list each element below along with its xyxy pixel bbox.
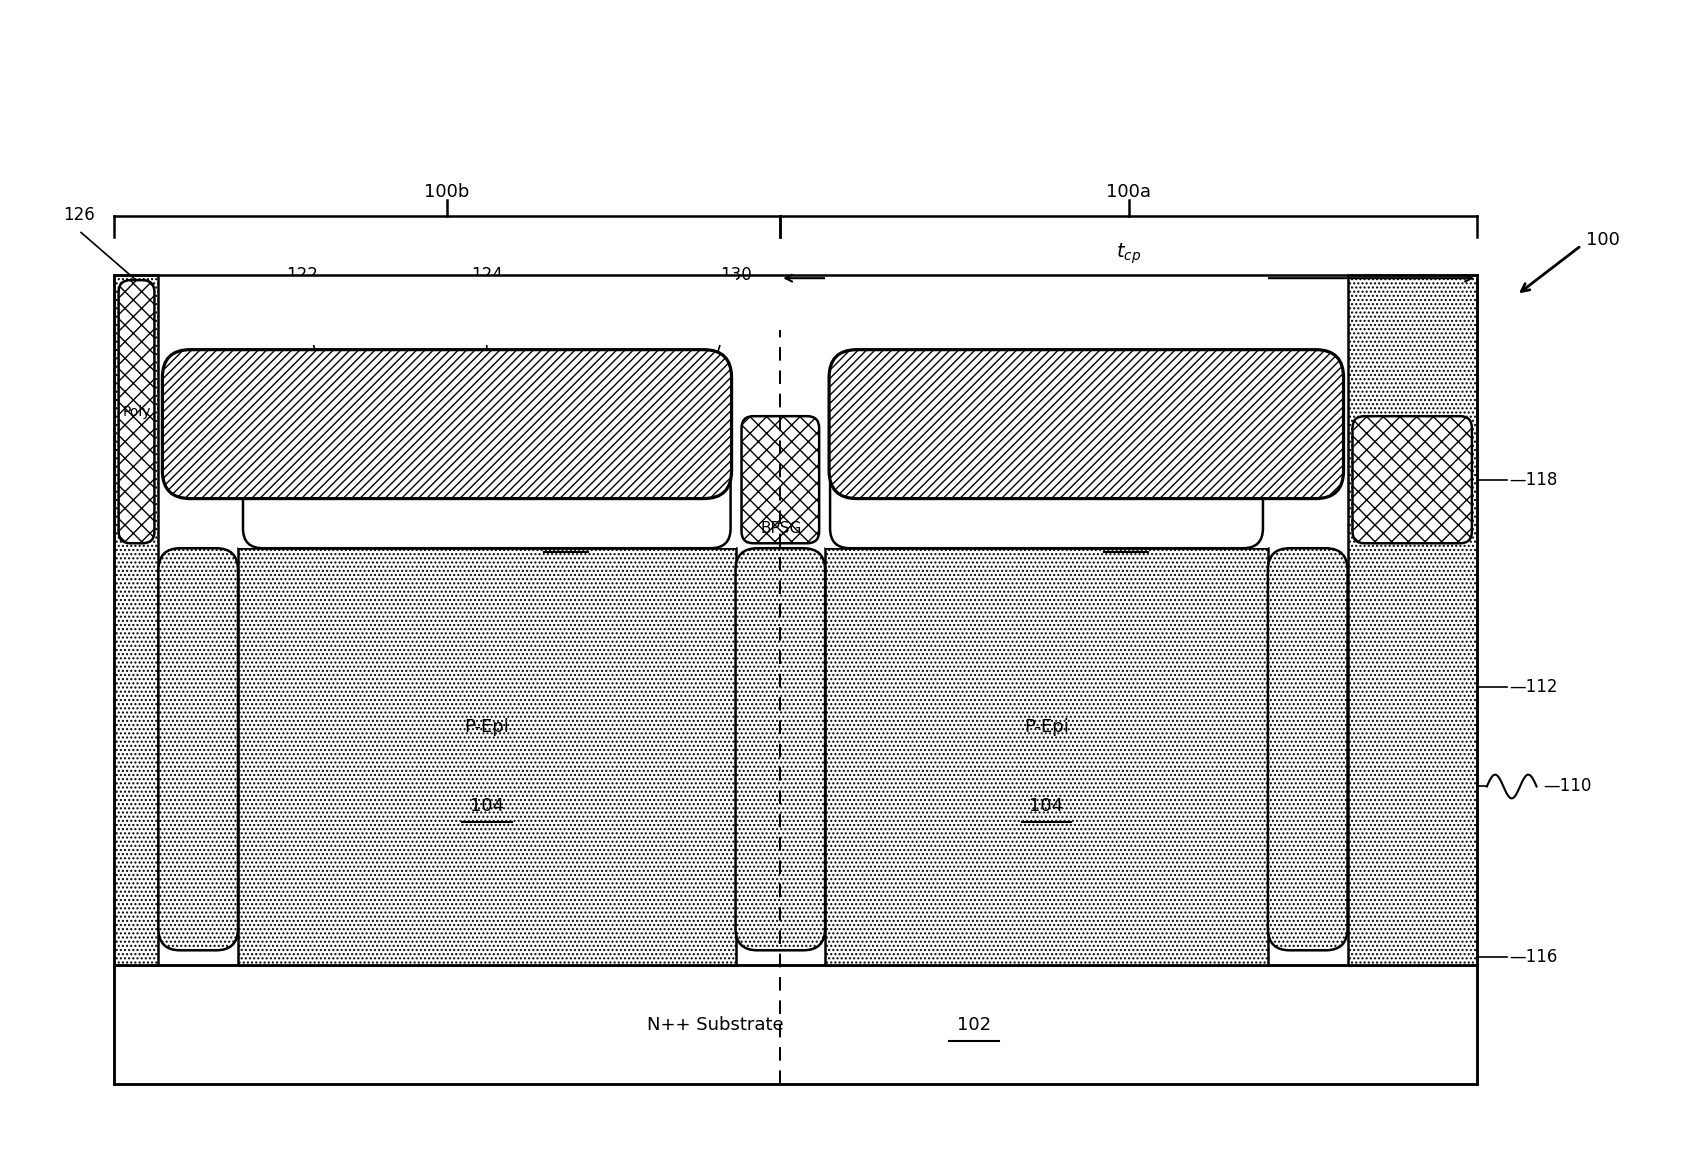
FancyBboxPatch shape <box>742 416 819 543</box>
Text: P-Epi: P-Epi <box>1024 718 1068 736</box>
Text: Poly: Poly <box>122 404 151 419</box>
FancyBboxPatch shape <box>247 426 386 464</box>
Text: BPSG: BPSG <box>760 521 802 536</box>
FancyBboxPatch shape <box>830 350 1344 499</box>
Bar <box>824 548 1268 966</box>
FancyBboxPatch shape <box>1136 426 1258 464</box>
Text: P+: P+ <box>1036 438 1056 452</box>
FancyBboxPatch shape <box>735 548 824 951</box>
Text: P+: P+ <box>477 438 496 452</box>
FancyBboxPatch shape <box>119 280 154 543</box>
Text: 100b: 100b <box>425 183 469 200</box>
FancyBboxPatch shape <box>1268 548 1348 951</box>
Text: 120: 120 <box>1112 530 1141 545</box>
FancyBboxPatch shape <box>159 548 239 951</box>
Bar <box>824 276 1268 345</box>
Bar <box>239 548 735 966</box>
Text: $t_{cp}$: $t_{cp}$ <box>1116 242 1141 266</box>
FancyBboxPatch shape <box>587 426 726 464</box>
Text: 100a: 100a <box>1106 183 1151 200</box>
Text: 130: 130 <box>720 266 752 284</box>
Bar <box>1348 276 1476 966</box>
FancyBboxPatch shape <box>1353 416 1471 543</box>
Text: N+: N+ <box>1185 438 1207 452</box>
Text: 120: 120 <box>552 530 581 545</box>
Text: 102: 102 <box>957 1016 992 1034</box>
Text: 126: 126 <box>63 206 95 223</box>
Text: N+: N+ <box>885 438 907 452</box>
FancyBboxPatch shape <box>835 426 958 464</box>
Bar <box>824 276 1268 548</box>
Text: N+: N+ <box>306 438 328 452</box>
Text: 122: 122 <box>286 266 318 284</box>
FancyBboxPatch shape <box>418 426 555 464</box>
Text: P-Body: P-Body <box>440 510 493 523</box>
Bar <box>113 276 159 966</box>
Text: —110: —110 <box>1544 777 1591 796</box>
Text: 104: 104 <box>469 798 505 815</box>
Text: P-Epi: P-Epi <box>464 718 510 736</box>
Text: N+: N+ <box>645 438 667 452</box>
Text: N++ Substrate: N++ Substrate <box>647 1016 784 1034</box>
Text: —116: —116 <box>1510 948 1558 966</box>
FancyBboxPatch shape <box>830 464 1263 548</box>
Bar <box>239 276 735 345</box>
FancyBboxPatch shape <box>163 350 731 499</box>
Text: —118: —118 <box>1510 470 1558 489</box>
Text: 124: 124 <box>471 266 503 284</box>
Text: 100: 100 <box>1586 232 1620 249</box>
FancyBboxPatch shape <box>985 426 1107 464</box>
Bar <box>113 966 1476 1084</box>
FancyBboxPatch shape <box>244 464 731 548</box>
Text: 104: 104 <box>1029 798 1063 815</box>
Text: —112: —112 <box>1510 679 1558 696</box>
Bar <box>239 276 735 548</box>
Text: P-Body: P-Body <box>1001 510 1053 523</box>
